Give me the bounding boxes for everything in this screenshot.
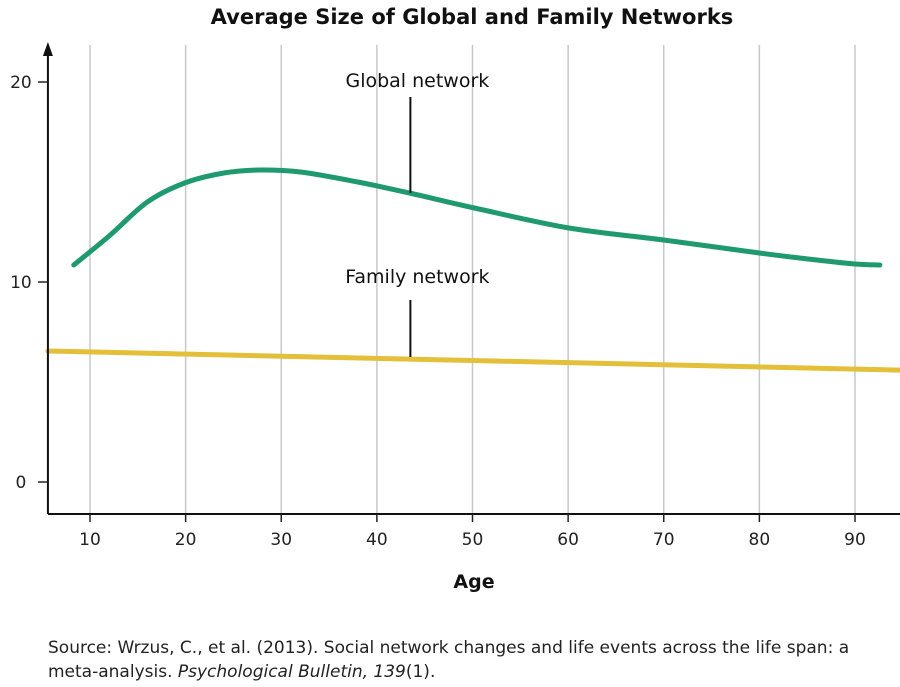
- x-tick-label: 50: [462, 530, 484, 550]
- annotation-label: Family network: [345, 266, 489, 288]
- y-tick-label: 20: [10, 73, 32, 93]
- x-axis-label: Age: [453, 571, 494, 593]
- source-suffix: (1).: [405, 662, 436, 682]
- source-note: Source: Wrzus, C., et al. (2013). Social…: [48, 636, 868, 684]
- x-tick-label: 30: [270, 530, 292, 550]
- x-tick-label: 40: [366, 530, 388, 550]
- series-line-global-network: [71, 167, 883, 268]
- x-tick-label: 80: [749, 530, 771, 550]
- source-journal: Psychological Bulletin, 139: [177, 662, 406, 682]
- chart-svg: Average Size of Global and Family Networ…: [10, 5, 900, 593]
- x-tick-label: 10: [79, 530, 101, 550]
- x-tick-label: 70: [653, 530, 675, 550]
- annotation-label: Global network: [345, 70, 489, 92]
- series-line-family-network: [45, 348, 900, 373]
- x-tick-label: 20: [175, 530, 197, 550]
- y-tick-label: 10: [10, 273, 32, 293]
- x-tick-label: 90: [844, 530, 866, 550]
- source-text: Source: Wrzus, C., et al. (2013). Social…: [48, 638, 850, 682]
- x-tick-label: 60: [557, 530, 579, 550]
- y-tick-label: 0: [16, 473, 27, 493]
- chart-title: Average Size of Global and Family Networ…: [211, 5, 734, 29]
- y-axis-arrow: [42, 42, 53, 56]
